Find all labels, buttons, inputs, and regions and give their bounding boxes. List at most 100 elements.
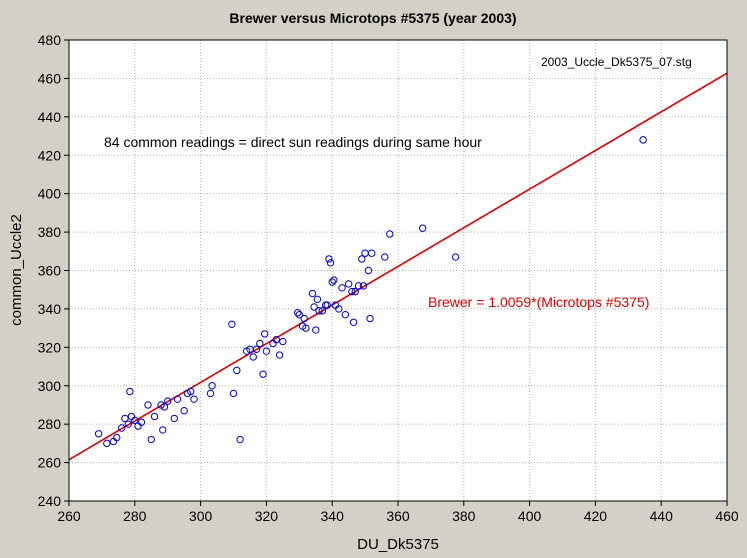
y-tick-label: 300 xyxy=(38,378,62,394)
data-point xyxy=(341,310,350,319)
data-point xyxy=(300,314,308,323)
data-point xyxy=(144,401,152,409)
data-point xyxy=(272,335,280,344)
x-tick-label: 460 xyxy=(715,508,739,524)
data-point xyxy=(367,249,376,257)
data-point xyxy=(295,310,303,319)
data-point xyxy=(124,420,132,428)
data-point xyxy=(252,345,261,353)
data-point xyxy=(275,351,284,359)
data-point xyxy=(349,318,358,327)
data-point xyxy=(126,387,134,396)
data-point xyxy=(302,324,310,332)
y-tick-label: 440 xyxy=(38,109,62,125)
data-point xyxy=(261,330,269,338)
y-tick-label: 420 xyxy=(38,147,62,163)
data-point xyxy=(121,414,129,423)
x-tick-label: 320 xyxy=(255,508,279,524)
readings-annotation: 84 common readings = direct sun readings… xyxy=(104,134,482,150)
y-tick-label: 360 xyxy=(38,263,62,279)
plot-frame xyxy=(68,39,728,502)
data-point xyxy=(308,289,317,298)
data-point xyxy=(170,414,178,423)
data-point xyxy=(206,389,215,398)
plot-area: 260 280 300 320 340 360 380 400 420 440 4602402602… xyxy=(38,32,739,524)
data-point xyxy=(131,416,139,425)
data-point xyxy=(364,266,373,275)
x-tick-label: 300 xyxy=(189,508,213,524)
data-point xyxy=(173,395,182,403)
x-tick-label: 360 xyxy=(386,508,410,524)
data-point xyxy=(335,305,343,313)
data-point xyxy=(310,303,318,311)
data-point xyxy=(315,307,323,315)
y-tick-label: 260 xyxy=(38,455,62,471)
y-tick-label: 240 xyxy=(38,493,62,509)
data-point xyxy=(328,278,336,286)
data-point xyxy=(262,347,271,355)
y-tick-label: 480 xyxy=(38,32,62,48)
y-tick-label: 320 xyxy=(38,339,62,355)
data-point xyxy=(94,430,103,438)
data-point xyxy=(113,433,121,442)
data-point xyxy=(451,253,460,261)
data-point xyxy=(325,255,333,263)
data-point xyxy=(639,136,647,144)
data-point xyxy=(418,224,427,232)
data-point xyxy=(330,276,338,284)
data-point xyxy=(386,230,394,238)
x-tick-label: 380 xyxy=(452,508,476,524)
data-point xyxy=(366,314,374,323)
data-point xyxy=(164,397,172,405)
data-point xyxy=(323,301,331,309)
data-point xyxy=(208,382,216,390)
data-point xyxy=(326,259,335,267)
data-point xyxy=(160,403,169,411)
data-point xyxy=(312,326,320,334)
data-point xyxy=(256,339,264,348)
data-point xyxy=(117,424,126,432)
data-point xyxy=(103,439,111,448)
data-point xyxy=(348,287,356,296)
x-tick-label: 400 xyxy=(518,508,542,524)
data-point xyxy=(259,370,267,378)
data-point xyxy=(293,309,302,317)
data-point xyxy=(187,387,195,396)
data-point xyxy=(180,407,188,415)
y-tick-label: 400 xyxy=(38,186,62,202)
y-tick-label: 340 xyxy=(38,301,62,317)
x-axis-label: DU_Dk5375 xyxy=(357,536,439,553)
data-point xyxy=(279,337,287,346)
x-tick-label: 440 xyxy=(650,508,674,524)
y-axis-label: common_Uccle2 xyxy=(8,214,25,326)
data-point xyxy=(233,366,241,375)
data-point xyxy=(313,295,322,304)
data-point xyxy=(229,389,238,398)
data-point xyxy=(236,435,244,444)
data-point xyxy=(359,282,368,290)
data-point xyxy=(344,280,353,288)
data-point xyxy=(147,435,155,444)
x-tick-label: 260 xyxy=(57,508,81,524)
data-point xyxy=(137,418,146,426)
data-point xyxy=(358,255,366,263)
data-point xyxy=(249,353,257,361)
data-point xyxy=(354,282,363,290)
x-tick-label: 340 xyxy=(321,508,345,524)
data-point xyxy=(381,253,389,261)
fit-line xyxy=(68,72,728,461)
x-tick-label: 420 xyxy=(584,508,608,524)
data-point xyxy=(159,426,167,434)
data-point xyxy=(318,307,327,315)
fit-equation-label: Brewer = 1.0059*(Microtops #5375) xyxy=(428,294,649,310)
file-label: 2003_Uccle_Dk5375_07.stg xyxy=(541,55,692,69)
data-point xyxy=(150,412,159,421)
data-point xyxy=(351,287,359,296)
data-point xyxy=(228,320,236,328)
x-tick-label: 280 xyxy=(123,508,147,524)
y-tick-label: 460 xyxy=(38,70,62,86)
chart-title: Brewer versus Microtops #5375 (year 2003… xyxy=(229,10,516,26)
data-point xyxy=(338,284,346,292)
y-tick-label: 380 xyxy=(38,224,62,240)
